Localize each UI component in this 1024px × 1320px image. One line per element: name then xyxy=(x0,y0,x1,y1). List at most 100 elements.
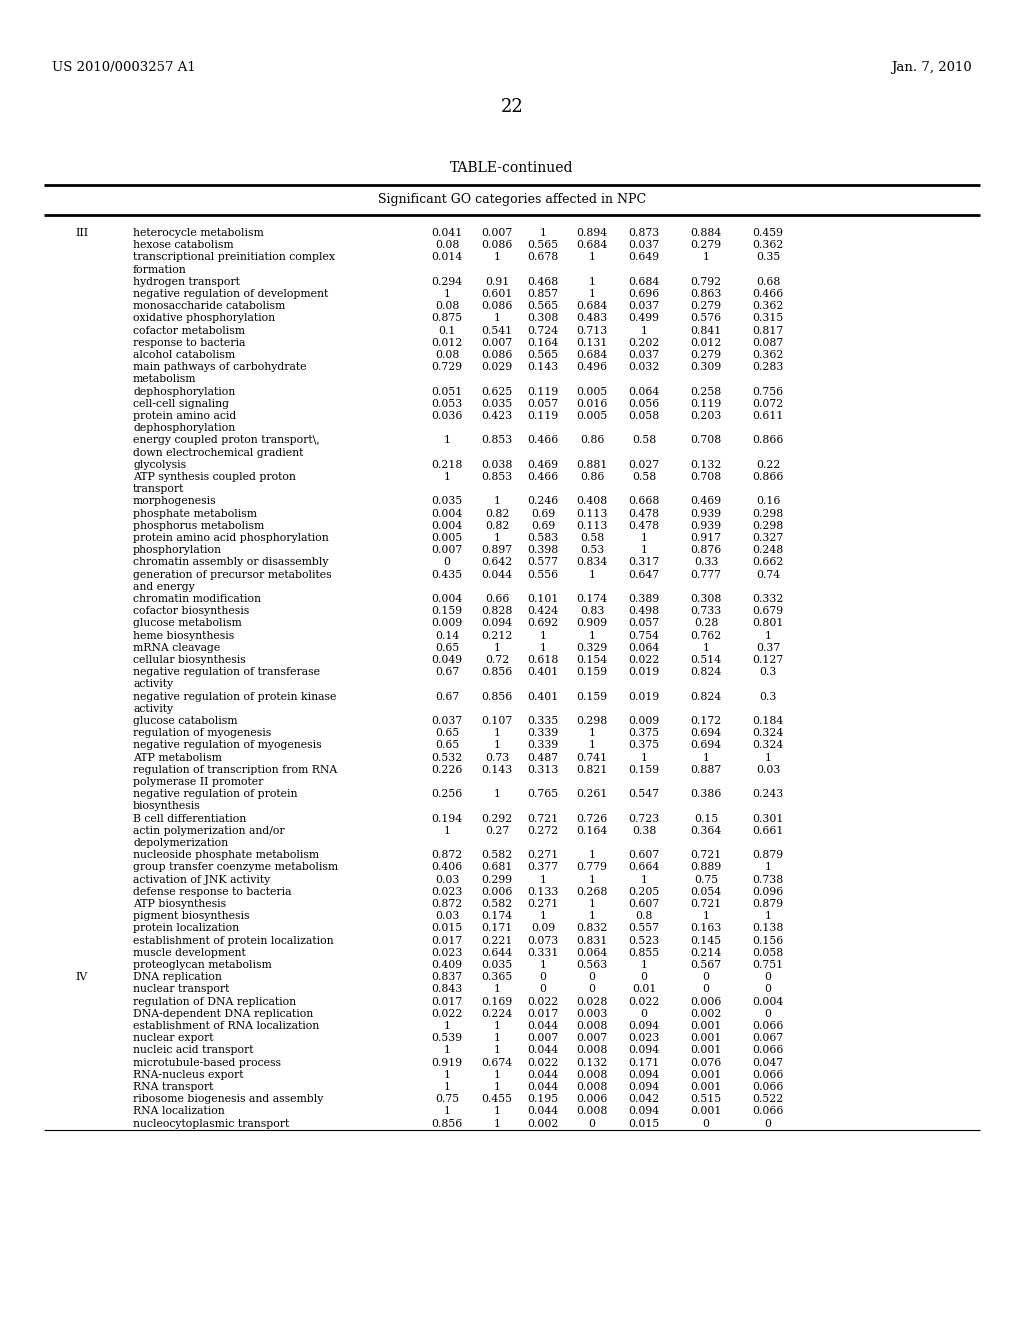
Text: 0.066: 0.066 xyxy=(753,1082,783,1092)
Text: 0.067: 0.067 xyxy=(753,1034,783,1043)
Text: 0.939: 0.939 xyxy=(690,508,722,519)
Text: 0.684: 0.684 xyxy=(577,301,607,312)
Text: 0.044: 0.044 xyxy=(527,1082,558,1092)
Text: 0.248: 0.248 xyxy=(753,545,783,556)
Text: heterocycle metabolism: heterocycle metabolism xyxy=(133,228,264,238)
Text: generation of precursor metabolites: generation of precursor metabolites xyxy=(133,570,332,579)
Text: 0.022: 0.022 xyxy=(629,997,659,1007)
Text: 0.086: 0.086 xyxy=(481,350,513,360)
Text: 0.478: 0.478 xyxy=(629,521,659,531)
Text: 0.086: 0.086 xyxy=(481,301,513,312)
Text: 0.873: 0.873 xyxy=(629,228,659,238)
Text: 0.681: 0.681 xyxy=(481,862,513,873)
Text: 1: 1 xyxy=(443,436,451,445)
Text: heme biosynthesis: heme biosynthesis xyxy=(133,631,234,640)
Text: regulation of transcription from RNA: regulation of transcription from RNA xyxy=(133,764,337,775)
Text: 0.094: 0.094 xyxy=(629,1069,659,1080)
Text: 0.406: 0.406 xyxy=(431,862,463,873)
Text: 0.514: 0.514 xyxy=(690,655,722,665)
Text: 0.08: 0.08 xyxy=(435,301,459,312)
Text: glucose metabolism: glucose metabolism xyxy=(133,618,242,628)
Text: 0.917: 0.917 xyxy=(690,533,722,543)
Text: 0.469: 0.469 xyxy=(690,496,722,507)
Text: 0.001: 0.001 xyxy=(690,1082,722,1092)
Text: 0.58: 0.58 xyxy=(632,436,656,445)
Text: 1: 1 xyxy=(540,631,547,640)
Text: 0.279: 0.279 xyxy=(690,301,722,312)
Text: 0.053: 0.053 xyxy=(431,399,463,409)
Text: phosphorus metabolism: phosphorus metabolism xyxy=(133,521,264,531)
Text: down electrochemical gradient: down electrochemical gradient xyxy=(133,447,303,458)
Text: 0.057: 0.057 xyxy=(527,399,558,409)
Text: 0.214: 0.214 xyxy=(690,948,722,958)
Text: 0: 0 xyxy=(765,1008,771,1019)
Text: 0.119: 0.119 xyxy=(690,399,722,409)
Text: cofactor biosynthesis: cofactor biosynthesis xyxy=(133,606,249,616)
Text: 0.607: 0.607 xyxy=(629,850,659,861)
Text: 0.15: 0.15 xyxy=(694,813,718,824)
Text: activity: activity xyxy=(133,680,173,689)
Text: 0: 0 xyxy=(589,973,596,982)
Text: 0.01: 0.01 xyxy=(632,985,656,994)
Text: 0.028: 0.028 xyxy=(577,997,607,1007)
Text: 1: 1 xyxy=(540,911,547,921)
Text: 0.017: 0.017 xyxy=(527,1008,559,1019)
Text: 0.831: 0.831 xyxy=(577,936,607,945)
Text: 0.894: 0.894 xyxy=(577,228,607,238)
Text: 0.692: 0.692 xyxy=(527,618,559,628)
Text: negative regulation of myogenesis: negative regulation of myogenesis xyxy=(133,741,322,750)
Text: 0.647: 0.647 xyxy=(629,570,659,579)
Text: 0.67: 0.67 xyxy=(435,692,459,702)
Text: regulation of DNA replication: regulation of DNA replication xyxy=(133,997,296,1007)
Text: 0.642: 0.642 xyxy=(481,557,513,568)
Text: 0.909: 0.909 xyxy=(577,618,607,628)
Text: 0: 0 xyxy=(640,1008,647,1019)
Text: 0.023: 0.023 xyxy=(431,948,463,958)
Text: 0.684: 0.684 xyxy=(629,277,659,286)
Text: 0.335: 0.335 xyxy=(527,715,559,726)
Text: 0.498: 0.498 xyxy=(629,606,659,616)
Text: 0.679: 0.679 xyxy=(753,606,783,616)
Text: 0.69: 0.69 xyxy=(530,521,555,531)
Text: establishment of RNA localization: establishment of RNA localization xyxy=(133,1020,319,1031)
Text: 0.881: 0.881 xyxy=(577,459,607,470)
Text: 0.487: 0.487 xyxy=(527,752,558,763)
Text: 0.607: 0.607 xyxy=(629,899,659,909)
Text: 0.226: 0.226 xyxy=(431,764,463,775)
Text: 0.058: 0.058 xyxy=(629,411,659,421)
Text: 0.246: 0.246 xyxy=(527,496,559,507)
Text: hexose catabolism: hexose catabolism xyxy=(133,240,233,251)
Text: 0.466: 0.466 xyxy=(527,436,559,445)
Text: 0.035: 0.035 xyxy=(481,399,513,409)
Text: 0.721: 0.721 xyxy=(690,899,722,909)
Text: 0.019: 0.019 xyxy=(629,667,659,677)
Text: metabolism: metabolism xyxy=(133,375,197,384)
Text: 1: 1 xyxy=(494,1106,501,1117)
Text: 0.661: 0.661 xyxy=(753,826,783,836)
Text: 0.401: 0.401 xyxy=(527,692,559,702)
Text: 0.172: 0.172 xyxy=(690,715,722,726)
Text: 0.389: 0.389 xyxy=(629,594,659,605)
Text: 0.094: 0.094 xyxy=(481,618,513,628)
Text: 0.765: 0.765 xyxy=(527,789,558,799)
Text: 0.733: 0.733 xyxy=(690,606,722,616)
Text: 0.832: 0.832 xyxy=(577,924,607,933)
Text: 0.017: 0.017 xyxy=(431,997,463,1007)
Text: 0.365: 0.365 xyxy=(481,973,513,982)
Text: 0.468: 0.468 xyxy=(527,277,559,286)
Text: 1: 1 xyxy=(494,252,501,263)
Text: 0.258: 0.258 xyxy=(690,387,722,396)
Text: 1: 1 xyxy=(494,313,501,323)
Text: 0.006: 0.006 xyxy=(690,997,722,1007)
Text: 0.723: 0.723 xyxy=(629,813,659,824)
Text: 0.69: 0.69 xyxy=(530,508,555,519)
Text: 0.315: 0.315 xyxy=(753,313,783,323)
Text: 0.674: 0.674 xyxy=(481,1057,513,1068)
Text: 0.65: 0.65 xyxy=(435,643,459,653)
Text: 0.131: 0.131 xyxy=(577,338,607,347)
Text: 0: 0 xyxy=(640,973,647,982)
Text: 0.308: 0.308 xyxy=(690,594,722,605)
Text: 0.08: 0.08 xyxy=(435,240,459,251)
Text: 0.65: 0.65 xyxy=(435,741,459,750)
Text: 0.35: 0.35 xyxy=(756,252,780,263)
